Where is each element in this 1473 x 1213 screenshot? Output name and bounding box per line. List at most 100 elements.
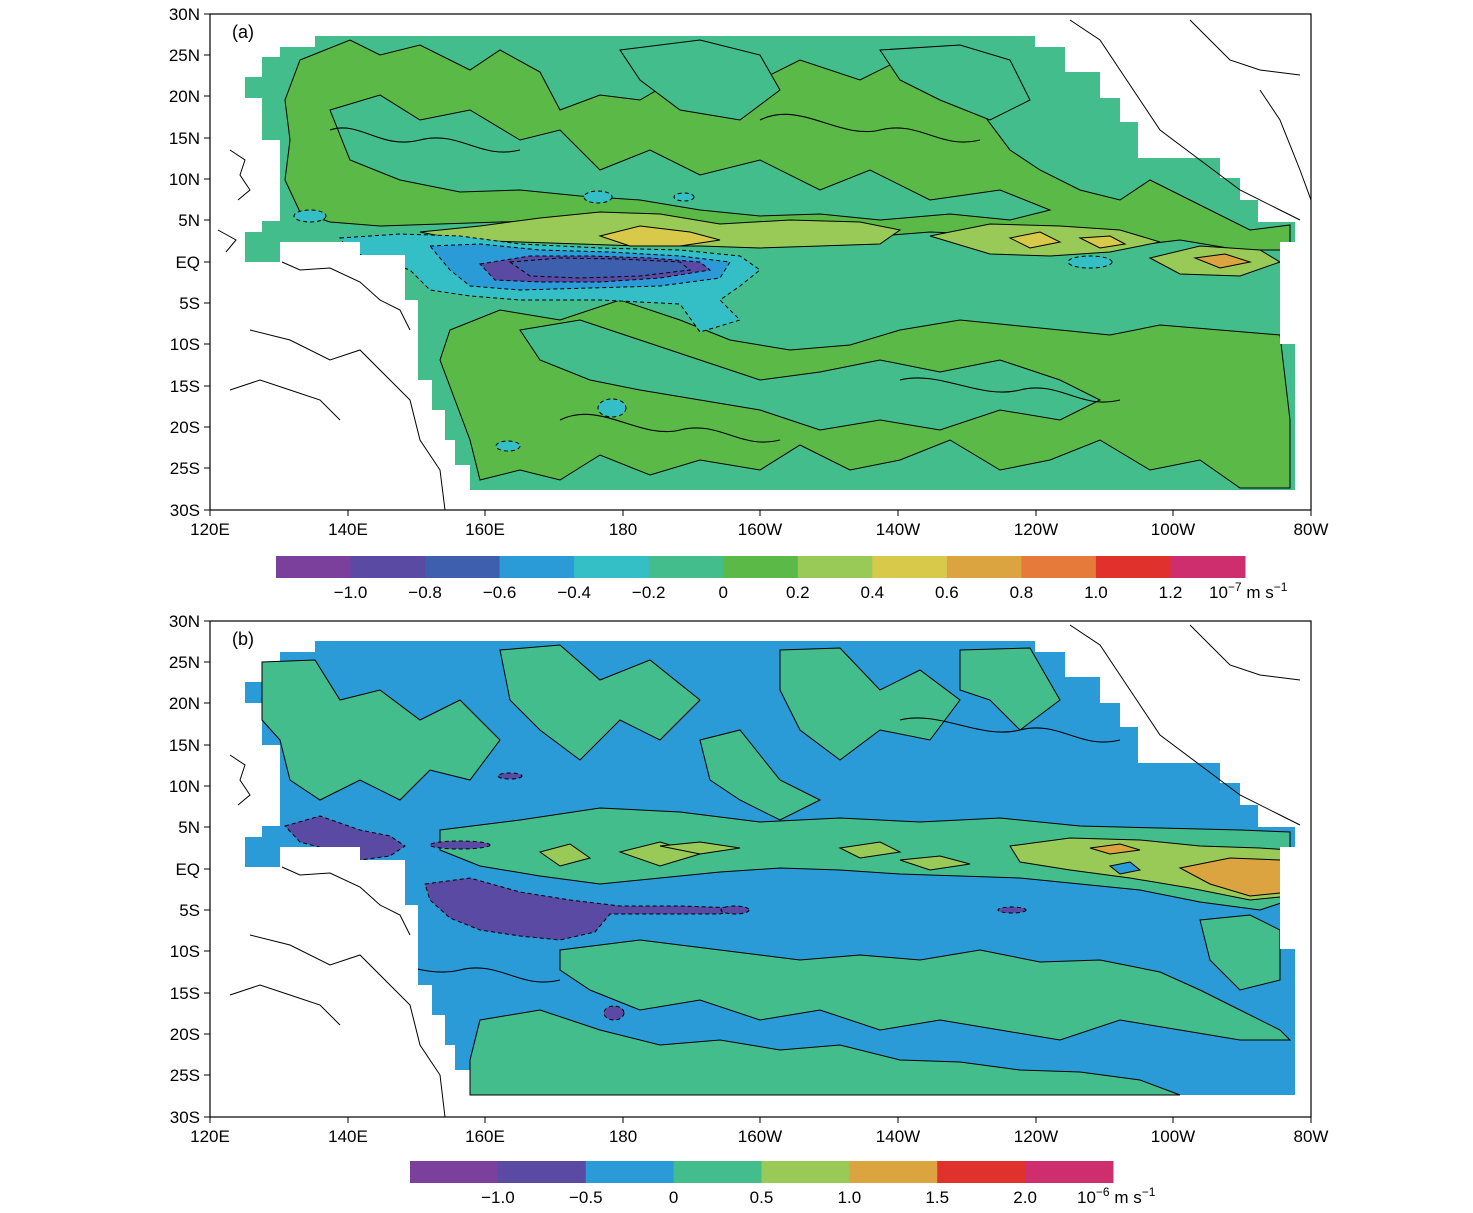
panel-b-lat-label: EQ: [175, 860, 200, 879]
panel-b-lat-label: 5S: [179, 901, 200, 920]
panel-a-positive-region: [284, 39, 1291, 251]
panel-b-lon-label: 80W: [1294, 1127, 1329, 1146]
panel-a-lat-label: 20S: [170, 418, 200, 437]
panel-b-positive-band: [439, 807, 1291, 911]
panel-b-lon-label: 140E: [328, 1127, 368, 1146]
panel-b-colorbar-label: 1.0: [838, 1188, 862, 1207]
panel-b-lat-label: 10S: [170, 942, 200, 961]
panel-b-positive-region: [1199, 914, 1281, 991]
panel-a-negative-blob: [1067, 255, 1113, 269]
panel-b-positive-band: [659, 841, 741, 855]
panel-a-lat-label: 10S: [170, 335, 200, 354]
panel-b-positive-max: [1089, 843, 1141, 855]
panel-b-south-america-land: [1280, 847, 1311, 949]
panel-b-colorbar-swatch: [673, 1161, 762, 1183]
panel-b-new-guinea-land: [210, 847, 432, 1117]
panel-b-positive-band: [899, 855, 971, 871]
panel-b-negative-blob: [1108, 861, 1142, 875]
panel-b-colorbar-label: 0.5: [750, 1188, 774, 1207]
panel-b-negative-blob: [497, 772, 523, 780]
panel-a-lat-label: 25S: [170, 459, 200, 478]
panel-a-colorbar-swatch: [350, 556, 426, 578]
panel-a-colorbar-swatch: [1095, 556, 1171, 578]
panel-a-colorbar-swatch: [276, 556, 352, 578]
panel-a-positive-max: [1193, 253, 1252, 269]
panel-b-mexico-land: [1035, 621, 1311, 827]
panel-a-lon-label: 140W: [876, 520, 920, 539]
panel-b-positive-region: [469, 1009, 1181, 1096]
panel-b-lat-label: 20S: [170, 1025, 200, 1044]
panel-b-lat-label: 15S: [170, 984, 200, 1003]
panel-b-lat-label: 5N: [178, 818, 200, 837]
panel-a-colorbar-label: 0: [718, 583, 727, 602]
panel-a-mexico-land: [1035, 14, 1311, 222]
panel-a-lat-label: 30N: [169, 5, 200, 24]
panel-b-tag: (b): [232, 629, 254, 649]
panel-b-positive-region: [499, 644, 701, 761]
panel-b-colorbar-swatch: [410, 1161, 499, 1183]
panel-a-colorbar-swatch: [1021, 556, 1097, 578]
panel-a-colorbar-swatch: [499, 556, 575, 578]
panel-b-negative-blob: [720, 905, 750, 915]
panel-a-colorbar-label: −1.0: [334, 583, 368, 602]
panel-b-positive-region: [699, 729, 822, 821]
panel-a-land: [210, 14, 1311, 510]
panel-b-colorbar-label: −0.5: [569, 1188, 603, 1207]
panel-a-colorbar: −1.0 −0.8 −0.6 −0.4 −0.2 0 0.2 0.4 0.6 0.8 1.0 1.2 1…: [276, 556, 1288, 602]
panel-a-colorbar-label: −0.8: [408, 583, 442, 602]
panel-a-lat-label: 30S: [170, 501, 200, 520]
panel-a-colorbar-swatch: [797, 556, 873, 578]
panel-b-colorbar-label: −1.0: [481, 1188, 515, 1207]
panel-a-colorbar-swatch: [723, 556, 799, 578]
panel-b-colorbar-swatch: [937, 1161, 1026, 1183]
panel-b-negative-tongue: [284, 815, 406, 861]
panel-b-colorbar-label: 0: [669, 1188, 678, 1207]
panel-b-lat-label: 30S: [170, 1108, 200, 1127]
panel-a-negative-blob: [597, 398, 627, 418]
panel-a: (a) 30N 25N 20N 15N 10N 5N EQ 5S 10S 1: [169, 5, 1329, 602]
panel-b-negative-blob: [429, 840, 491, 850]
panel-b-positive-region: [779, 647, 961, 761]
panel-a-lat-label: 5N: [178, 211, 200, 230]
panel-a-lat-axis: 30N 25N 20N 15N 10N 5N EQ 5S 10S 15S 20S…: [169, 5, 210, 520]
panel-a-colorbar-swatch: [648, 556, 724, 578]
panel-b-positive-band: [838, 841, 902, 859]
panel-a-neutral-patch: [619, 39, 781, 121]
panel-a-colorbar-label: 0.8: [1010, 583, 1034, 602]
panel-a-lon-label: 120E: [190, 520, 230, 539]
panel-a-colorbar-swatch: [1170, 556, 1246, 578]
panel-b-lat-label: 15N: [169, 736, 200, 755]
panel-a-negative-blob: [673, 192, 695, 202]
panel-b-negative-blob: [603, 1005, 625, 1021]
panel-a-neutral-patch: [879, 44, 1031, 121]
panel-b-land: [210, 621, 1311, 1117]
panel-a-neutral-patch: [329, 94, 1052, 221]
panel-a-lon-axis: 120E 140E 160E 180 160W 140W 120W 100W 8…: [190, 510, 1328, 539]
panel-a-colorbar-label: 0.6: [935, 583, 959, 602]
panel-a-neutral-patch: [519, 319, 1102, 431]
panel-a-colorbar-swatch: [872, 556, 948, 578]
panel-a-lat-label: 5S: [179, 294, 200, 313]
panel-a-colorbar-label: −0.2: [632, 583, 666, 602]
panel-a-colorbar-unit: 10−7 m s−1: [1209, 580, 1288, 602]
panel-b: (b) 30N 25N 20N 15N 10N 5N EQ 5S 10S 15S: [169, 612, 1329, 1207]
panel-a-colorbar-swatch: [946, 556, 1022, 578]
panel-b-colorbar: −1.0 −0.5 0 0.5 1.0 1.5 2.0 10−6 m s−1: [410, 1161, 1156, 1207]
panel-a-lon-label: 160E: [465, 520, 505, 539]
panel-b-colorbar-swatch: [761, 1161, 850, 1183]
panel-b-lon-label: 180: [609, 1127, 637, 1146]
panel-a-negative-blob: [583, 190, 613, 204]
panel-a-colorbar-label: 1.2: [1159, 583, 1183, 602]
panel-b-lon-label: 100W: [1151, 1127, 1195, 1146]
panel-a-lon-label: 120W: [1014, 520, 1058, 539]
panel-b-colorbar-swatch: [497, 1161, 587, 1183]
panel-b-lon-label: 160E: [465, 1127, 505, 1146]
panel-b-lat-label: 10N: [169, 777, 200, 796]
panel-b-lon-label: 120W: [1014, 1127, 1058, 1146]
panel-b-lat-axis: 30N 25N 20N 15N 10N 5N EQ 5S 10S 15S 20S…: [169, 612, 210, 1127]
panel-b-lat-label: 20N: [169, 694, 200, 713]
panel-a-colorbar-label: 0.4: [860, 583, 884, 602]
panel-b-colorbar-label: 1.5: [925, 1188, 949, 1207]
panel-b-colorbar-swatch: [585, 1161, 675, 1183]
